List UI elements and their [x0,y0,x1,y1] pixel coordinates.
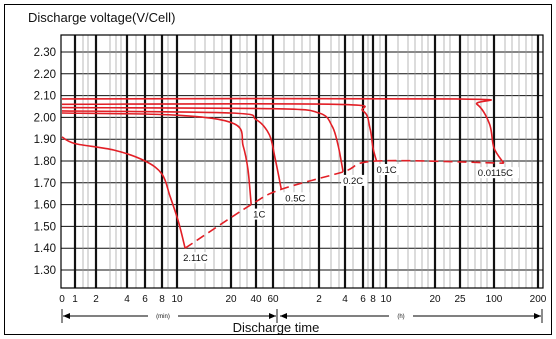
curve-labels: 2.11C 1C 0.5C 0.2C 0.1C 0.0115C [181,164,519,264]
chart-title: Discharge voltage(V/Cell) [28,10,175,25]
x-tick-label: 6 [360,294,366,305]
curve-label-0-1C: 0.1C [377,165,397,176]
h-right-arrowhead [534,313,541,319]
curve-label-1C: 1C [253,210,265,221]
plot-area-frame [60,34,544,289]
y-axis-ticks: 2.30 2.20 2.10 2.00 1.90 1.80 1.70 1.60 1.50 1.40… [34,47,56,277]
x-tick-label: 40 [250,294,262,305]
y-tick-label: 1.30 [34,265,56,277]
cutoff-voltage-line [184,159,504,249]
curve-label-bg [374,164,401,175]
curve-label-2-11C: 2.11C [183,253,208,264]
y-tick-label: 1.50 [34,221,56,233]
x-tick-label: 6 [142,294,148,305]
min-right-arrowhead [269,313,276,319]
discharge-curve-2-11C [61,136,186,249]
x-tick-label: 2 [316,294,322,305]
chart-border [4,4,552,335]
grid [61,35,543,288]
unit-h-label: (h) [397,314,404,320]
y-tick-label: 2.00 [34,112,56,124]
x-tick-label: 20 [429,294,441,305]
curve-label-bg [475,167,519,179]
x-tick-label: 4 [342,294,348,305]
x-tick-label: 8 [159,294,165,305]
discharge-curve-0-5C [61,110,283,190]
y-tick-label: 1.60 [34,200,56,212]
x-tick-label: 25 [454,294,466,305]
curve-label-bg [341,174,368,186]
y-tick-label: 1.40 [34,243,56,255]
x-tick-label: 1 [72,294,78,305]
y-tick-label: 2.10 [34,91,56,103]
x-tick-label: 100 [486,294,503,305]
discharge-curve-0-0115C [61,97,505,164]
discharge-curve-0-1C [61,103,378,162]
min-left-arrowhead [63,313,70,319]
x-tick-label: 0 [59,294,65,305]
x-tick-label: 2 [93,294,99,305]
unit-min-label: (min) [156,314,170,320]
x-tick-label: 20 [225,294,237,305]
x-tick-label: 10 [380,294,392,305]
discharge-curve-0-2C [61,106,344,173]
x-tick-label: 4 [124,294,130,305]
x-axis-label: Discharge time [233,320,320,335]
x-tick-label: 10 [171,294,183,305]
y-tick-label: 1.70 [34,178,56,190]
curve-label-0-5C: 0.5C [285,193,305,204]
x-tick-label: 60 [267,294,279,305]
discharge-curve-1C [61,112,252,205]
x-tick-label: 8 [370,294,376,305]
y-tick-label: 2.30 [34,47,56,59]
curve-label-0-2C: 0.2C [343,176,363,187]
curve-label-bg [283,192,310,204]
time-range-arrows: (min) (h) [61,309,543,323]
y-tick-label: 2.20 [34,69,56,81]
h-left-arrowhead [280,313,287,319]
discharge-curves [61,97,505,249]
x-axis-ticks: 0 1 2 4 6 8 10 20 40 60 2 4 6 8 10 20 25 100 200 [59,294,547,305]
y-tick-label: 1.80 [34,156,56,168]
curve-label-0-0115C: 0.0115C [478,168,513,179]
curve-label-bg [251,208,267,220]
y-tick-label: 1.90 [34,134,56,146]
x-tick-label: 200 [530,294,547,305]
curve-label-bg [181,252,214,264]
